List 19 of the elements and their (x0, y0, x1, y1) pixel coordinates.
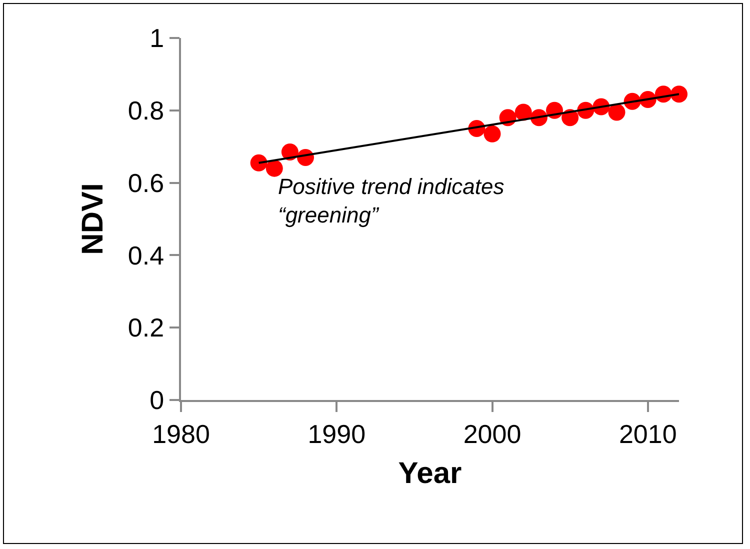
point (670, 86, 688, 103)
y-tick-label: 0 (150, 385, 164, 416)
point (266, 160, 283, 177)
point (608, 104, 626, 121)
x-tick-label: 2010 (618, 418, 677, 449)
x-tick-label: 1980 (152, 418, 210, 449)
x-axis-title: Year (398, 456, 462, 490)
point (484, 125, 501, 142)
y-tick-label: 0.4 (128, 240, 164, 270)
annotation: Positive trend indicates “greening” (278, 174, 504, 228)
y-tick-label: 0.2 (128, 312, 164, 343)
y-tick-label: 0.8 (128, 96, 164, 126)
y-tick-label: 1 (150, 23, 164, 54)
point (514, 104, 532, 121)
x-tick-label: 2000 (463, 418, 522, 449)
y-tick-label: 0.6 (128, 168, 164, 198)
y-axis-title: NDVI (76, 183, 110, 255)
point (250, 154, 268, 172)
x-tick-label: 1990 (308, 418, 366, 449)
